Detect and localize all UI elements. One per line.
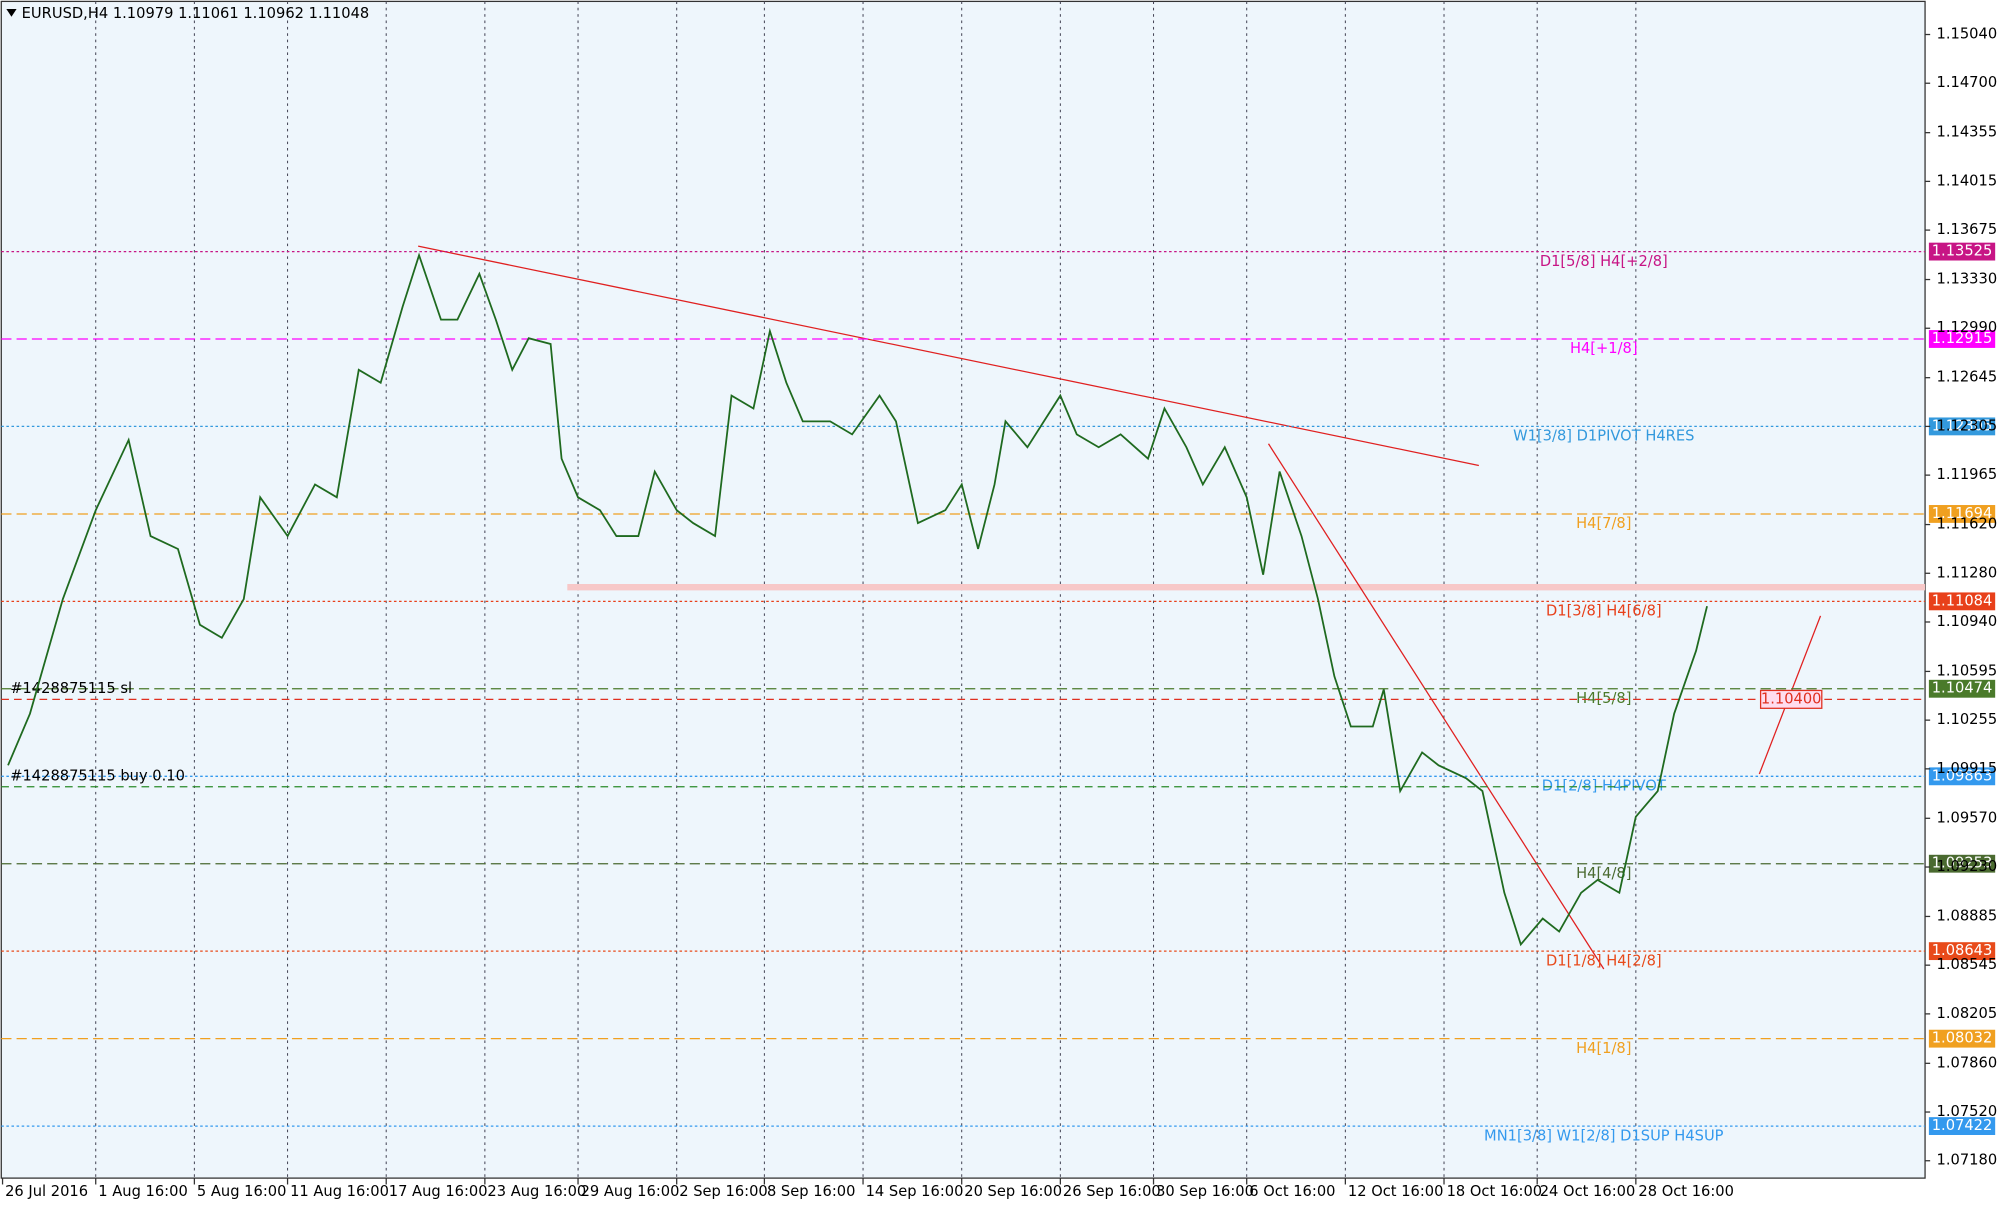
x-tick-label: 23 Aug 16:00 <box>487 1183 586 1200</box>
price-box <box>1928 242 1996 261</box>
x-tick-label: 17 Aug 16:00 <box>389 1183 488 1200</box>
order-price-box <box>1759 689 1823 709</box>
y-tick-label: 1.10595 <box>1937 662 1998 679</box>
x-tick-label: 8 Sep 16:00 <box>767 1183 856 1200</box>
x-tick-label: 12 Oct 16:00 <box>1348 1183 1444 1200</box>
level-label: W1[3/8] D1PIVOT H4RES <box>1513 428 1694 445</box>
trendline <box>418 245 1479 467</box>
y-tick-label: 1.13330 <box>1937 271 1998 288</box>
x-tick-label: 1 Aug 16:00 <box>98 1183 187 1200</box>
marks-layer: D1[5/8] H4[+2/8] 1.13525 H4[+1/8] 1.12915 W1… <box>1 242 1996 1144</box>
price-box <box>1928 679 1996 698</box>
x-tick-label: 5 Aug 16:00 <box>197 1183 286 1200</box>
price-box <box>1928 505 1996 523</box>
level-label: D1[2/8] H4PIVOT <box>1542 778 1666 795</box>
x-tick-label: 30 Sep 16:00 <box>1156 1183 1254 1200</box>
price-box <box>1928 592 1996 611</box>
x-tick-label: 24 Oct 16:00 <box>1540 1183 1636 1200</box>
y-tick-label: 1.15040 <box>1937 26 1998 43</box>
zone <box>567 584 1926 591</box>
price-box-label: 1.10474 <box>1932 680 1993 697</box>
y-tick-label: 1.14700 <box>1937 74 1998 91</box>
x-tick-label: 11 Aug 16:00 <box>290 1183 389 1200</box>
menu-arrow[interactable] <box>6 9 17 17</box>
y-tick-label: 1.11280 <box>1937 564 1998 581</box>
price-box-label: 1.07422 <box>1932 1117 1993 1134</box>
level-label: H4[1/8] <box>1576 1040 1631 1057</box>
y-tick-label: 1.14355 <box>1937 124 1998 141</box>
x-tick-label: 20 Sep 16:00 <box>964 1183 1062 1200</box>
price-box-label: 1.12915 <box>1932 330 1993 347</box>
price-box <box>1928 767 1996 786</box>
level-label: D1[5/8] H4[+2/8] <box>1540 253 1668 270</box>
y-tick-label: 1.07520 <box>1937 1103 1998 1120</box>
y-tick-label: 1.12645 <box>1937 369 1998 386</box>
y-tick-label: 1.14015 <box>1937 172 1998 189</box>
price-box <box>1928 417 1996 436</box>
level-label: H4[5/8] <box>1576 690 1631 707</box>
order-label: #1428875115 buy 0.10 <box>10 768 185 785</box>
y-tick-label: 1.09230 <box>1937 858 1998 875</box>
y-tick-label: 1.12990 <box>1937 319 1998 336</box>
price-box-label: 1.08643 <box>1932 942 1993 959</box>
y-tick-label: 1.09915 <box>1937 760 1998 777</box>
level-label: H4[+1/8] <box>1570 340 1638 357</box>
y-tick-label: 1.11965 <box>1937 466 1998 483</box>
y-tick-label: 1.07180 <box>1937 1152 1998 1169</box>
price-box-label: 1.08032 <box>1932 1030 1993 1047</box>
x-tick-label: 6 Oct 16:00 <box>1249 1183 1335 1200</box>
level-label: D1[3/8] H4[6/8] <box>1546 603 1662 620</box>
price-box-label: 1.13525 <box>1932 243 1993 260</box>
y-tick-label: 1.08545 <box>1937 956 1998 973</box>
x-tick-label: 26 Jul 2016 <box>5 1183 88 1200</box>
y-tick-label: 1.10940 <box>1937 613 1998 630</box>
level-label: H4[7/8] <box>1576 515 1631 532</box>
x-tick-label: 26 Sep 16:00 <box>1063 1183 1161 1200</box>
order-label: #1428875115 sl <box>10 680 132 697</box>
y-tick-label: 1.12305 <box>1937 417 1998 434</box>
level-label: H4[4/8] <box>1576 865 1631 882</box>
x-tick-label: 2 Sep 16:00 <box>679 1183 768 1200</box>
price-line <box>7 252 1708 947</box>
y-tick-label: 1.13675 <box>1937 221 1998 238</box>
price-box <box>1928 942 1996 961</box>
price-box <box>1928 1117 1996 1136</box>
y-tick-label: 1.08885 <box>1937 907 1998 924</box>
price-box-label: 1.12305 <box>1932 417 1993 434</box>
order-price-label: 1.10400 <box>1761 690 1822 707</box>
price-box <box>1928 330 1996 348</box>
level-label: MN1[3/8] W1[2/8] D1SUP H4SUP <box>1484 1127 1724 1144</box>
price-box <box>1928 854 1996 873</box>
price-box-label: 1.09863 <box>1932 767 1993 784</box>
y-tick-label: 1.08205 <box>1937 1005 1998 1022</box>
x-tick-label: 14 Sep 16:00 <box>866 1183 964 1200</box>
y-tick-label: 1.11620 <box>1937 516 1998 533</box>
y-tick-label: 1.10255 <box>1937 711 1998 728</box>
level-label: D1[1/8] H4[2/8] <box>1546 952 1662 969</box>
y-tick-label: 1.09570 <box>1937 809 1998 826</box>
x-tick-label: 18 Oct 16:00 <box>1447 1183 1543 1200</box>
price-box-label: 1.09253 <box>1932 855 1993 872</box>
x-tick-label: 29 Aug 16:00 <box>581 1183 680 1200</box>
price-box-label: 1.11084 <box>1932 592 1993 609</box>
y-tick-label: 1.07860 <box>1937 1054 1998 1071</box>
price-box-label: 1.11694 <box>1932 505 1993 522</box>
x-tick-label: 28 Oct 16:00 <box>1638 1183 1734 1200</box>
header: EURUSD,H4 1.10979 1.11061 1.10962 1.1104… <box>22 5 370 22</box>
trendline <box>1267 443 1605 970</box>
price-box <box>1928 1029 1996 1048</box>
